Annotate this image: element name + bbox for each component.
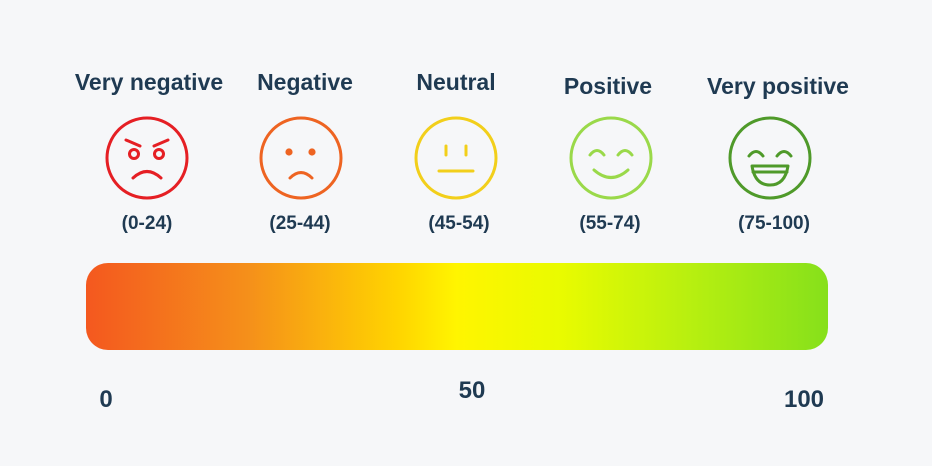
- label-very-negative: Very negative: [74, 69, 224, 95]
- range-positive: (55-74): [579, 213, 641, 234]
- sentiment-gradient-bar: [86, 263, 828, 350]
- sad-face-icon: [259, 116, 343, 200]
- neutral-face-icon: [414, 116, 498, 200]
- range-very-negative: (0-24): [121, 213, 173, 234]
- range-negative: (25-44): [269, 213, 331, 234]
- scale-min-label: 0: [99, 386, 113, 413]
- angry-face-icon: [105, 116, 189, 200]
- smiling-face-icon: [569, 116, 653, 200]
- range-neutral: (45-54): [428, 213, 490, 234]
- range-very-positive: (75-100): [738, 213, 810, 234]
- label-neutral: Neutral: [416, 69, 496, 95]
- grinning-face-icon: [728, 116, 812, 200]
- label-negative: Negative: [257, 69, 353, 95]
- label-very-positive: Very positive: [707, 73, 849, 99]
- scale-mid-label: 50: [458, 377, 486, 404]
- label-positive: Positive: [563, 73, 653, 99]
- scale-max-label: 100: [783, 386, 825, 413]
